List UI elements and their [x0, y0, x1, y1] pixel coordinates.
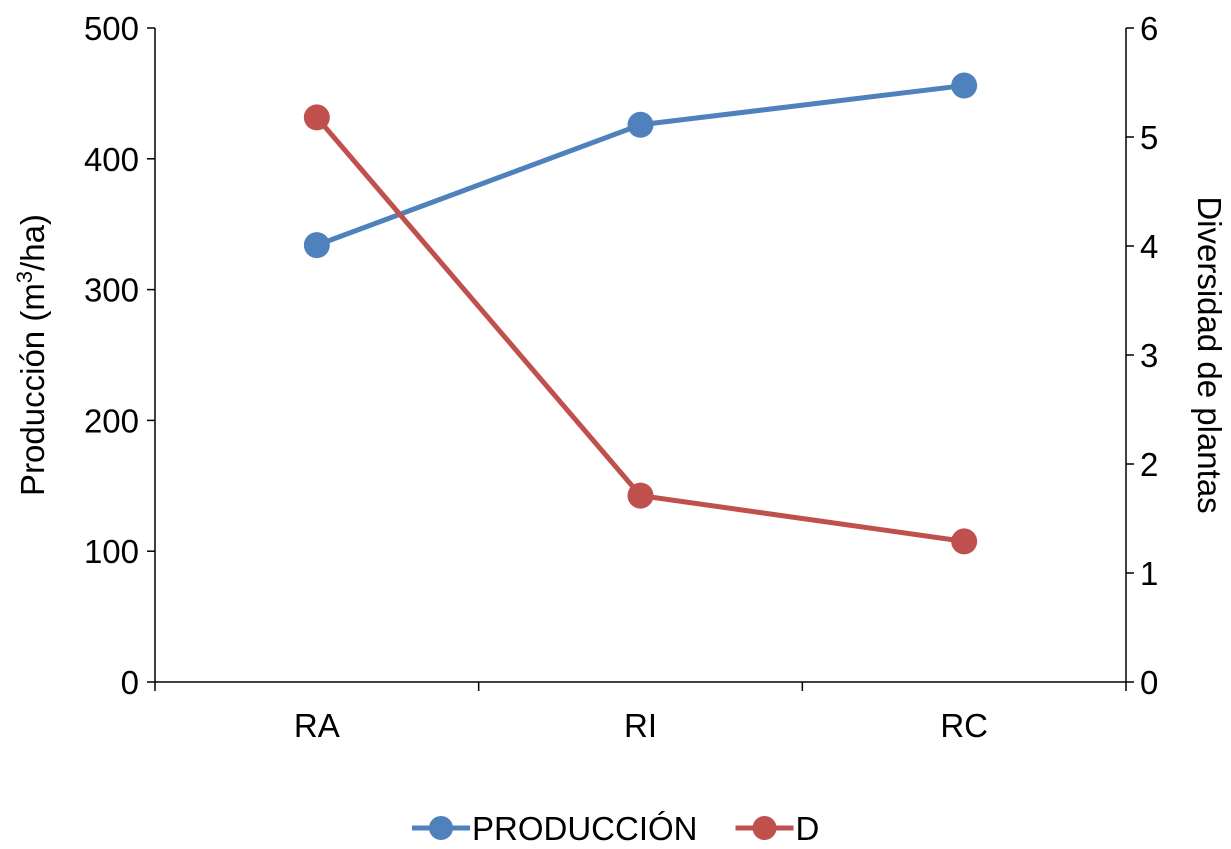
legend: PRODUCCIÓN D: [412, 810, 819, 847]
left-tick-label: 400: [84, 141, 139, 178]
right-tick-label: 5: [1140, 119, 1158, 156]
left-tick-label: 0: [121, 664, 139, 701]
left-tick-label: 200: [84, 402, 139, 439]
legend-label: D: [796, 810, 820, 847]
data-point: [303, 104, 330, 131]
right-tick-label: 1: [1140, 555, 1158, 592]
right-axis-title: Diversidad de plantas: [1191, 196, 1228, 513]
legend-marker: [429, 816, 453, 840]
left-tick-label: 100: [84, 533, 139, 570]
x-tick-label: RI: [624, 707, 657, 744]
series-line: [314, 115, 965, 544]
series-line: [315, 83, 965, 248]
legend-item-1: PRODUCCIÓN: [412, 810, 698, 847]
x-axis-ticks: RA RI RC: [154, 682, 1127, 744]
left-axis-ticks: 0 100 200 300 400 500: [84, 10, 155, 701]
left-tick-label: 500: [84, 10, 139, 47]
left-axis-title: Producción (m3/ha): [12, 214, 51, 496]
right-tick-label: 6: [1140, 10, 1158, 47]
data-point: [951, 528, 978, 555]
series-2: [303, 104, 978, 555]
x-tick-label: RA: [294, 707, 340, 744]
legend-item-2: D: [735, 810, 820, 847]
left-tick-label: 300: [84, 272, 139, 309]
data-point: [627, 111, 654, 138]
x-tick-label: RC: [940, 707, 988, 744]
series-layer: [303, 72, 978, 555]
right-tick-label: 2: [1140, 446, 1158, 483]
data-point: [303, 232, 330, 259]
right-axis-ticks: 0 1 2 3 4 5 6: [1126, 10, 1158, 701]
data-point: [951, 72, 978, 99]
right-tick-label: 3: [1140, 337, 1158, 374]
data-point: [627, 482, 654, 509]
right-tick-label: 0: [1140, 664, 1158, 701]
series-1: [303, 72, 978, 259]
legend-marker: [752, 816, 777, 840]
legend-label: PRODUCCIÓN: [472, 810, 698, 847]
right-tick-label: 4: [1140, 228, 1158, 265]
